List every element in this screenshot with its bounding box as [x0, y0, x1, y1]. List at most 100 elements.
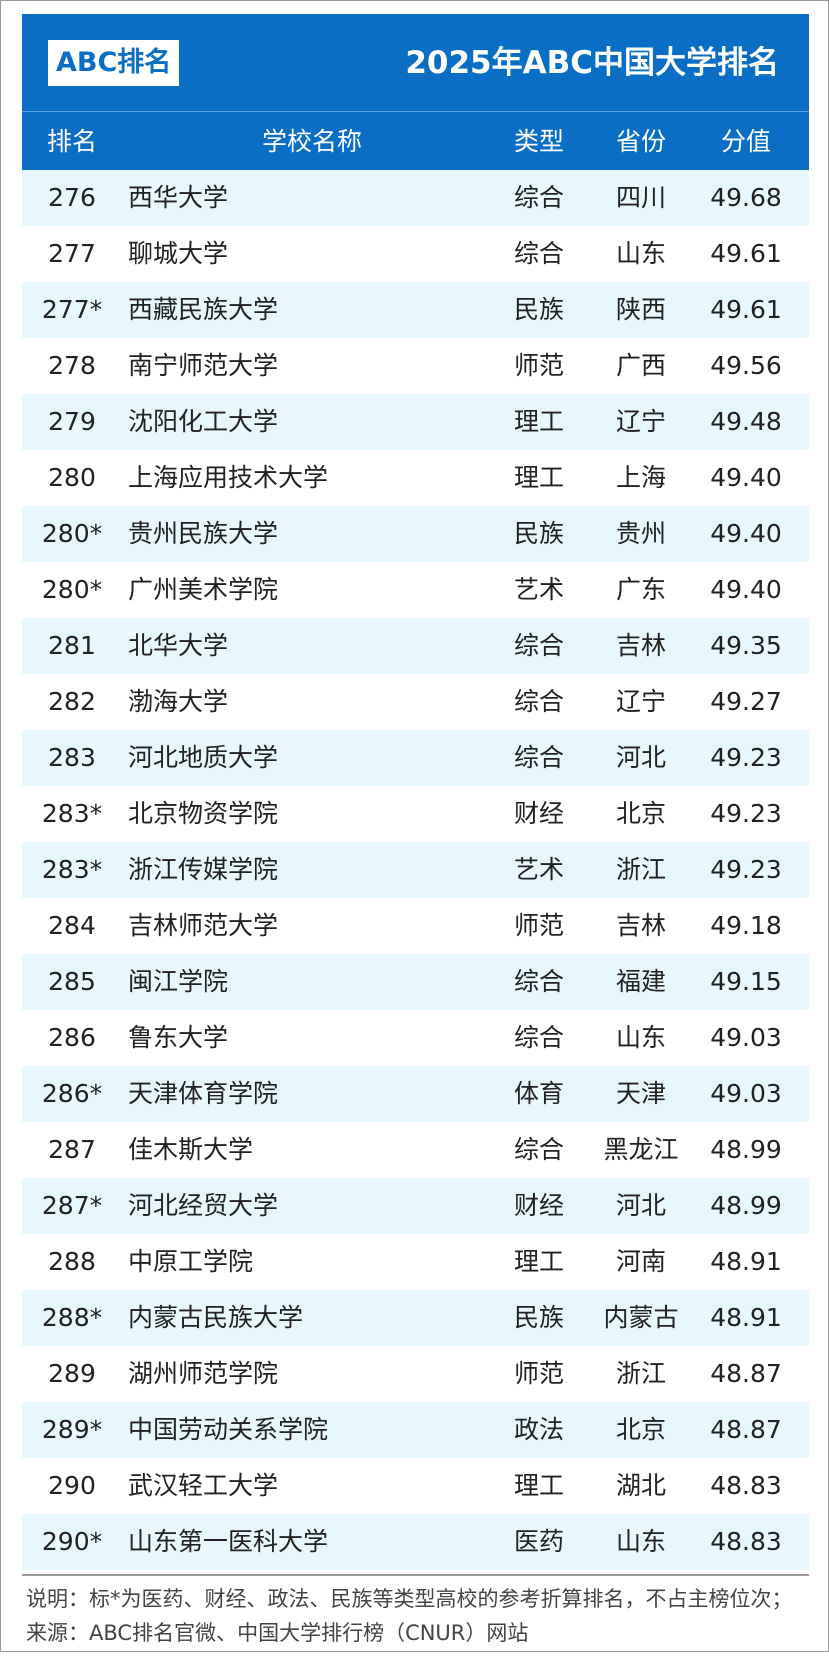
table-cell: 广东: [615, 575, 666, 604]
table-cell: 渤海大学: [128, 687, 229, 716]
table-cell: 综合: [513, 687, 564, 716]
table-row: 280* 贵州民族大学 民族 贵州 49.40: [22, 506, 809, 562]
table-cell: 280*: [41, 519, 103, 548]
table-cell: 山东: [615, 239, 666, 268]
table-cell: 师范: [513, 911, 564, 940]
table-cell: 289: [48, 1359, 96, 1388]
table-row: 287 佳木斯大学 综合 黑龙江 48.99: [22, 1122, 809, 1178]
table-cell: 天津: [615, 1079, 666, 1108]
table-row: 290* 山东第一医科大学 医药 山东 48.83: [22, 1514, 809, 1570]
table-cell: 综合: [513, 631, 564, 660]
table-cell: 天津体育学院: [128, 1079, 279, 1108]
table-row: 290 武汉轻工大学 理工 湖北 48.83: [22, 1458, 809, 1514]
table-cell: 49.23: [710, 855, 782, 884]
table-cell: 辽宁: [615, 407, 666, 436]
table-cell: 278: [48, 351, 96, 380]
table-cell: 48.83: [710, 1471, 782, 1500]
table-cell: 综合: [513, 967, 564, 996]
table-cell: 四川: [615, 183, 666, 212]
table-cell: 286: [48, 1023, 96, 1052]
table-cell: 290*: [41, 1527, 103, 1556]
table-row: 287* 河北经贸大学 财经 河北 48.99: [22, 1178, 809, 1234]
table-cell: 北华大学: [128, 631, 229, 660]
table-cell: 49.61: [710, 239, 782, 268]
table-cell: 276: [48, 183, 96, 212]
table-cell: 283*: [41, 799, 103, 828]
table-cell: 48.99: [710, 1191, 782, 1220]
table-row: 288* 内蒙古民族大学 民族 内蒙古 48.91: [22, 1290, 809, 1346]
table-cell: 民族: [513, 295, 564, 324]
table-cell: 北京: [615, 1415, 666, 1444]
table-row: 276 西华大学 综合 四川 49.68: [22, 170, 809, 226]
table-cell: 福建: [615, 967, 666, 996]
table-cell: 49.27: [710, 687, 782, 716]
table-cell: 49.18: [710, 911, 782, 940]
table-cell: 49.68: [710, 183, 782, 212]
table-cell: 财经: [513, 1191, 564, 1220]
table-cell: 290: [48, 1471, 96, 1500]
table-cell: 284: [48, 911, 96, 940]
table-cell: 吉林: [615, 911, 666, 940]
table-row: 282 渤海大学 综合 辽宁 49.27: [22, 674, 809, 730]
table-cell: 理工: [513, 463, 564, 492]
table-row: 277 聊城大学 综合 山东 49.61: [22, 226, 809, 282]
table-row: 288 中原工学院 理工 河南 48.91: [22, 1234, 809, 1290]
table-row: 286 鲁东大学 综合 山东 49.03: [22, 1010, 809, 1066]
table-cell: 民族: [513, 519, 564, 548]
table-cell: 49.56: [710, 351, 782, 380]
table-cell: 综合: [513, 743, 564, 772]
table-cell: 上海: [615, 463, 666, 492]
table-cell: 医药: [513, 1527, 564, 1556]
table-cell: 河北: [615, 743, 666, 772]
table-row: 283* 北京物资学院 财经 北京 49.23: [22, 786, 809, 842]
table-row: 279 沈阳化工大学 理工 辽宁 49.48: [22, 394, 809, 450]
table-cell: 浙江: [615, 1359, 666, 1388]
header: ABC排名 2025年ABC中国大学排名: [22, 14, 809, 111]
table-cell: 286*: [41, 1079, 103, 1108]
table-row: 280* 广州美术学院 艺术 广东 49.40: [22, 562, 809, 618]
table-cell: 沈阳化工大学: [128, 407, 279, 436]
table-cell: 北京物资学院: [128, 799, 279, 828]
table-cell: 内蒙古民族大学: [128, 1303, 304, 1332]
table-cell: 西华大学: [128, 183, 229, 212]
table-row: 289 湖州师范学院 师范 浙江 48.87: [22, 1346, 809, 1402]
column-header: 分值: [720, 127, 771, 156]
table-cell: 师范: [513, 351, 564, 380]
title: 2025年ABC中国大学排名: [405, 45, 779, 81]
table-cell: 闽江学院: [128, 967, 229, 996]
table-row: 280 上海应用技术大学 理工 上海 49.40: [22, 450, 809, 506]
table-cell: 中国劳动关系学院: [128, 1415, 329, 1444]
table-cell: 理工: [513, 407, 564, 436]
table-cell: 综合: [513, 1135, 564, 1164]
table-cell: 288*: [41, 1303, 103, 1332]
table-cell: 49.40: [710, 463, 782, 492]
table-cell: 湖州师范学院: [128, 1359, 279, 1388]
table-cell: 河北经贸大学: [128, 1191, 279, 1220]
table-cell: 河北: [615, 1191, 666, 1220]
table-cell: 48.83: [710, 1527, 782, 1556]
table-cell: 佳木斯大学: [128, 1135, 254, 1164]
column-header: 排名: [46, 127, 97, 156]
table-cell: 281: [48, 631, 96, 660]
table-cell: 49.23: [710, 743, 782, 772]
table-cell: 理工: [513, 1247, 564, 1276]
table-cell: 辽宁: [615, 687, 666, 716]
table-cell: 279: [48, 407, 96, 436]
table-cell: 283*: [41, 855, 103, 884]
table-row: 285 闽江学院 综合 福建 49.15: [22, 954, 809, 1010]
table-cell: 广西: [615, 351, 666, 380]
table-cell: 民族: [513, 1303, 564, 1332]
table-cell: 49.48: [710, 407, 782, 436]
column-header: 省份: [615, 127, 666, 156]
table-cell: 49.15: [710, 967, 782, 996]
table-cell: 师范: [513, 1359, 564, 1388]
table-cell: 北京: [615, 799, 666, 828]
table-cell: 理工: [513, 1471, 564, 1500]
table-cell: 湖北: [615, 1471, 666, 1500]
table-cell: 288: [48, 1247, 96, 1276]
column-header: 类型: [513, 127, 564, 156]
table-cell: 48.87: [710, 1415, 782, 1444]
table-row: 283* 浙江传媒学院 艺术 浙江 49.23: [22, 842, 809, 898]
table-cell: 河北地质大学: [128, 743, 279, 772]
